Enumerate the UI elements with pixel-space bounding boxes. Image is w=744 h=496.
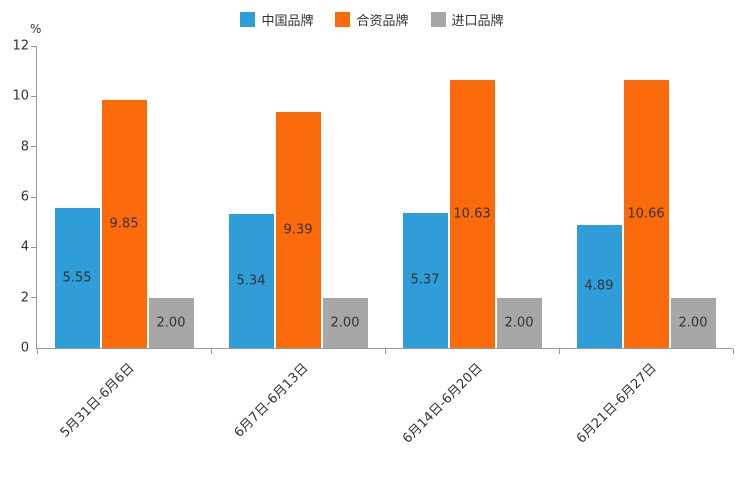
x-tick-mark [384, 349, 386, 354]
bar-value-label: 5.34 [236, 273, 266, 289]
legend-swatch-icon [335, 12, 351, 27]
bar-series-1-group-3: 10.66 [623, 79, 669, 348]
x-axis-category-label: 5月31日-6月6日 [57, 360, 138, 441]
bar-series-0-group-0: 5.55 [54, 208, 100, 348]
bar-value-label: 2.00 [330, 315, 360, 331]
y-axis-unit-label: % [30, 22, 42, 36]
y-tick-mark [31, 297, 36, 299]
bar-value-label: 2.00 [504, 315, 534, 331]
legend-label: 进口品牌 [451, 14, 504, 29]
y-tick-label: 0 [20, 340, 29, 356]
legend-item-2[interactable]: 进口品牌 [430, 10, 504, 29]
legend-swatch-icon [430, 12, 446, 27]
y-tick-label: 12 [12, 38, 29, 54]
legend-swatch-icon [240, 12, 256, 27]
bar-series-1-group-2: 10.63 [449, 80, 495, 348]
bar-value-label: 9.39 [283, 222, 313, 238]
bar-series-0-group-2: 5.37 [402, 212, 448, 348]
y-tick-label: 8 [20, 139, 29, 155]
y-tick-label: 6 [20, 189, 29, 205]
bar-series-1-group-1: 9.39 [275, 111, 321, 348]
plot-area: 0 2 4 6 8 10 12 5.55 9.85 2.00 5月31日-6月6日 5.34 9.39 2… [12, 39, 734, 447]
y-tick-mark [31, 196, 36, 198]
bar-series-1-group-0: 9.85 [101, 100, 147, 348]
y-tick-mark [31, 95, 36, 97]
x-axis-category-label: 6月7日-6月13日 [231, 360, 312, 441]
bar-series-2-group-0: 2.00 [148, 297, 194, 348]
legend-label: 合资品牌 [356, 14, 409, 29]
bar-value-label: 2.00 [156, 315, 186, 331]
bar-series-0-group-1: 5.34 [228, 213, 274, 348]
x-axis-category-label: 6月21日-6月27日 [573, 360, 660, 447]
x-axis-category-label: 6月14日-6月20日 [399, 360, 486, 447]
bar-value-label: 4.89 [584, 278, 614, 294]
bar-series-2-group-3: 2.00 [670, 297, 716, 348]
y-tick-mark [31, 45, 36, 47]
x-tick-mark [732, 349, 734, 354]
legend-label: 中国品牌 [261, 14, 314, 29]
y-tick-mark [31, 246, 36, 248]
legend-item-1[interactable]: 合资品牌 [335, 10, 409, 29]
legend-item-0[interactable]: 中国品牌 [240, 10, 313, 29]
y-tick-mark [31, 146, 36, 148]
y-tick-label: 4 [20, 239, 29, 255]
bar-series-2-group-1: 2.00 [322, 297, 368, 348]
bar-value-label: 10.66 [627, 206, 665, 222]
bar-series-0-group-3: 4.89 [576, 224, 622, 348]
bar-value-label: 5.37 [410, 272, 440, 288]
bar-value-label: 9.85 [109, 216, 139, 232]
x-tick-mark [210, 349, 212, 354]
y-tick-label: 10 [12, 88, 29, 104]
y-tick-label: 2 [20, 290, 29, 306]
bar-value-label: 5.55 [62, 270, 92, 286]
x-tick-mark [558, 349, 560, 354]
bar-value-label: 2.00 [678, 315, 708, 331]
chart-legend: 中国品牌 合资品牌 进口品牌 [0, 10, 744, 29]
bar-value-label: 10.63 [453, 206, 491, 222]
x-tick-mark [36, 349, 38, 354]
bar-series-2-group-2: 2.00 [496, 297, 542, 348]
